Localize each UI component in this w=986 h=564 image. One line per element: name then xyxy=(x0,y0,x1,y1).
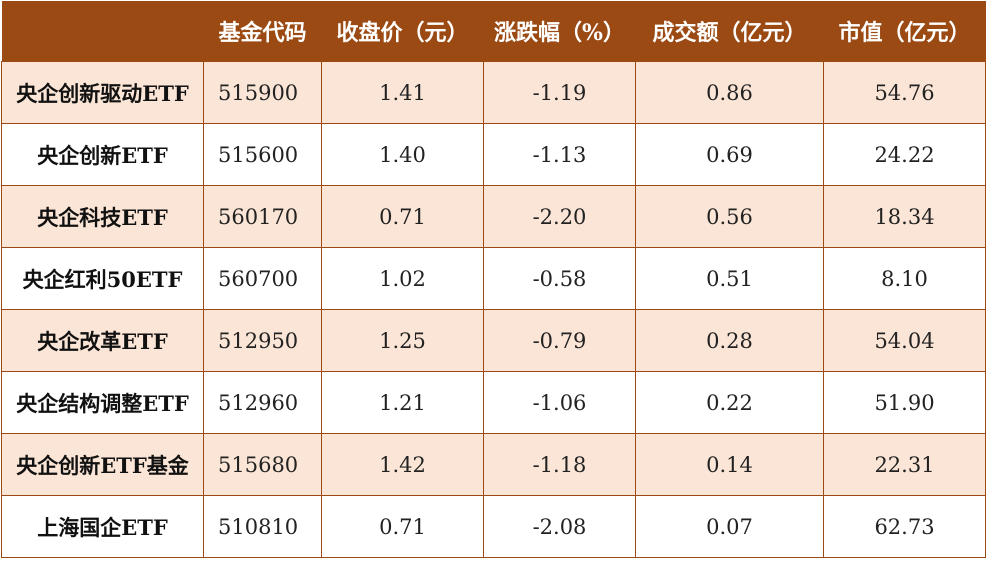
header-turnover: 成交额（亿元） xyxy=(635,1,824,62)
fund-code-cell: 515600 xyxy=(203,123,322,186)
table-row: 央企结构调整ETF 512960 1.21 -1.06 0.22 51.90 xyxy=(1,371,986,434)
close-price-cell: 1.41 xyxy=(321,61,484,124)
change-pct-cell: -1.13 xyxy=(483,123,636,186)
market-value-cell: 22.31 xyxy=(823,433,986,496)
header-fund-name xyxy=(1,1,204,62)
fund-code-cell: 515900 xyxy=(203,61,322,124)
table-row: 央企红利50ETF 560700 1.02 -0.58 0.51 8.10 xyxy=(1,247,986,310)
turnover-cell: 0.22 xyxy=(635,371,824,434)
table-row: 央企创新驱动ETF 515900 1.41 -1.19 0.86 54.76 xyxy=(1,61,986,124)
table-row: 央企改革ETF 512950 1.25 -0.79 0.28 54.04 xyxy=(1,309,986,372)
market-value-cell: 8.10 xyxy=(823,247,986,310)
close-price-cell: 1.21 xyxy=(321,371,484,434)
change-pct-cell: -1.06 xyxy=(483,371,636,434)
fund-name-cell: 央企科技ETF xyxy=(1,185,204,248)
change-pct-cell: -0.79 xyxy=(483,309,636,372)
fund-name-cell: 央企创新ETF基金 xyxy=(1,433,204,496)
turnover-cell: 0.69 xyxy=(635,123,824,186)
close-price-cell: 0.71 xyxy=(321,495,484,558)
change-pct-cell: -1.18 xyxy=(483,433,636,496)
close-price-cell: 1.42 xyxy=(321,433,484,496)
table-row: 央企创新ETF基金 515680 1.42 -1.18 0.14 22.31 xyxy=(1,433,986,496)
turnover-cell: 0.28 xyxy=(635,309,824,372)
fund-name-cell: 央企结构调整ETF xyxy=(1,371,204,434)
change-pct-cell: -2.20 xyxy=(483,185,636,248)
table-row: 央企创新ETF 515600 1.40 -1.13 0.69 24.22 xyxy=(1,123,986,186)
close-price-cell: 1.02 xyxy=(321,247,484,310)
change-pct-cell: -0.58 xyxy=(483,247,636,310)
header-close-price: 收盘价（元） xyxy=(321,1,484,62)
fund-code-cell: 515680 xyxy=(203,433,322,496)
header-market-value: 市值（亿元） xyxy=(823,1,986,62)
fund-name-cell: 央企红利50ETF xyxy=(1,247,204,310)
market-value-cell: 51.90 xyxy=(823,371,986,434)
turnover-cell: 0.86 xyxy=(635,61,824,124)
close-price-cell: 1.40 xyxy=(321,123,484,186)
market-value-cell: 54.76 xyxy=(823,61,986,124)
market-value-cell: 24.22 xyxy=(823,123,986,186)
fund-name-cell: 央企改革ETF xyxy=(1,309,204,372)
fund-name-cell: 上海国企ETF xyxy=(1,495,204,558)
turnover-cell: 0.56 xyxy=(635,185,824,248)
close-price-cell: 0.71 xyxy=(321,185,484,248)
fund-name-cell: 央企创新驱动ETF xyxy=(1,61,204,124)
fund-code-cell: 512960 xyxy=(203,371,322,434)
fund-code-cell: 512950 xyxy=(203,309,322,372)
market-value-cell: 18.34 xyxy=(823,185,986,248)
fund-code-cell: 560700 xyxy=(203,247,322,310)
turnover-cell: 0.14 xyxy=(635,433,824,496)
table-header-row: 基金代码 收盘价（元） 涨跌幅（%） 成交额（亿元） 市值（亿元） xyxy=(1,1,986,62)
market-value-cell: 62.73 xyxy=(823,495,986,558)
table-row: 央企科技ETF 560170 0.71 -2.20 0.56 18.34 xyxy=(1,185,986,248)
table-body: 央企创新驱动ETF 515900 1.41 -1.19 0.86 54.76 央企创新ETF… xyxy=(1,61,986,558)
close-price-cell: 1.25 xyxy=(321,309,484,372)
change-pct-cell: -1.19 xyxy=(483,61,636,124)
fund-code-cell: 510810 xyxy=(203,495,322,558)
header-change-pct: 涨跌幅（%） xyxy=(483,1,636,62)
header-fund-code: 基金代码 xyxy=(203,1,322,62)
change-pct-cell: -2.08 xyxy=(483,495,636,558)
market-value-cell: 54.04 xyxy=(823,309,986,372)
turnover-cell: 0.07 xyxy=(635,495,824,558)
table-row: 上海国企ETF 510810 0.71 -2.08 0.07 62.73 xyxy=(1,495,986,558)
fund-code-cell: 560170 xyxy=(203,185,322,248)
fund-name-cell: 央企创新ETF xyxy=(1,123,204,186)
turnover-cell: 0.51 xyxy=(635,247,824,310)
